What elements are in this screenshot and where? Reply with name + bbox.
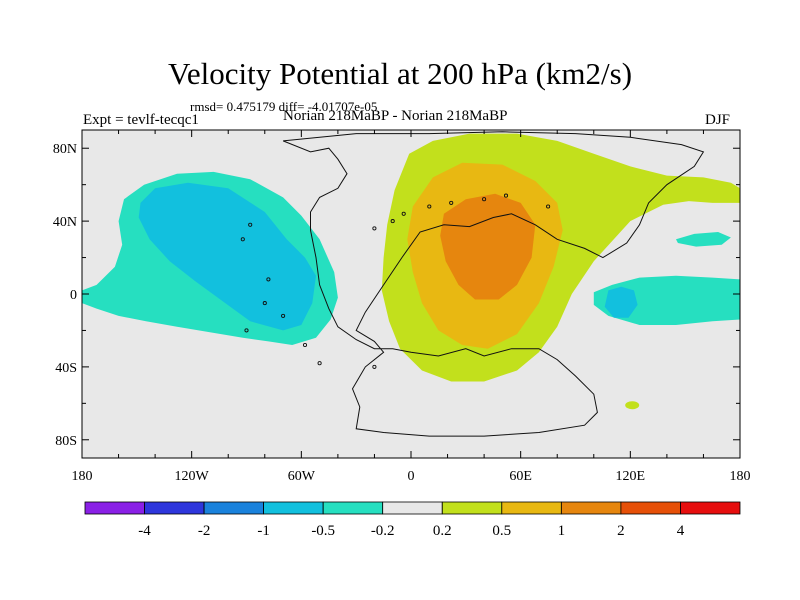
island-outline — [390, 219, 395, 224]
island-outline — [503, 193, 509, 198]
colorbar-swatch — [561, 501, 622, 515]
colorbar-level-label: -1 — [257, 523, 270, 539]
colorbar-swatch — [620, 501, 681, 515]
contour-region-negative-pacific-inner — [138, 182, 316, 331]
y-tick-label: 80S — [55, 434, 77, 449]
island-outline — [248, 222, 253, 227]
colorbar-swatch — [441, 501, 503, 515]
colorbar-swatch — [203, 501, 265, 515]
colorbar-swatch — [322, 501, 384, 515]
experiment-label: Expt = tevlf-tecqc1 — [83, 112, 199, 128]
colorbar-swatch — [263, 501, 324, 515]
island-outline — [401, 211, 406, 216]
x-tick-label: 60E — [509, 469, 532, 484]
colorbar-swatch — [382, 501, 443, 515]
island-outline — [302, 342, 308, 348]
y-tick-label: 80N — [53, 142, 77, 157]
y-axis: 80N 40N 0 40S 80S — [53, 142, 740, 449]
island-outline — [372, 364, 377, 369]
colorbar-level-label: -0.2 — [371, 523, 395, 539]
x-tick-label: 0 — [408, 469, 415, 484]
x-tick-label: 180 — [72, 469, 93, 484]
contour-region-south-islet — [625, 401, 640, 410]
x-tick-label: 120W — [175, 469, 210, 484]
island-outline — [546, 204, 551, 209]
colorbar-level-label: -2 — [198, 523, 211, 539]
colorbar-level-label: 4 — [677, 523, 685, 539]
chart-subtitle: rmsd= 0.475179 diff= -4.01707e-05 — [190, 99, 378, 114]
island-outline — [244, 328, 249, 333]
colorbar-level-label: -0.5 — [311, 523, 335, 539]
island-outline — [427, 204, 432, 209]
x-axis: 180 120W 60W 0 60E 120E 180 — [72, 130, 751, 484]
case-label: Norian 218MaBP - Norian 218MaBP — [283, 108, 508, 124]
contour-region-negative-east-north-blob — [676, 232, 731, 247]
island-outline — [262, 301, 267, 306]
continent-outlines — [240, 131, 705, 437]
colorbar: -4 -2 -1 -0.5 -0.2 0.2 0.5 1 2 4 — [84, 501, 741, 539]
season-label: DJF — [705, 112, 731, 128]
island-outline — [266, 277, 271, 282]
x-tick-label: 180 — [730, 469, 751, 484]
colorbar-level-label: 2 — [617, 523, 625, 539]
colorbar-swatch — [84, 501, 145, 515]
island-outline — [449, 200, 454, 205]
colorbar-level-label: 1 — [558, 523, 566, 539]
contour-fill-regions — [82, 133, 740, 410]
pangaea-coastline — [282, 131, 705, 437]
y-tick-label: 40S — [55, 361, 77, 376]
colorbar-swatch — [501, 501, 562, 515]
colorbar-swatch — [144, 501, 205, 515]
island-outline — [482, 197, 487, 202]
chart-title: Velocity Potential at 200 hPa (km2/s) — [167, 56, 633, 91]
colorbar-level-label: 0.5 — [492, 523, 511, 539]
contour-region-negative-east-equatorial-core — [604, 286, 638, 318]
colorbar-level-label: 0.2 — [433, 523, 452, 539]
contour-region-positive-pangaea-inner — [440, 193, 536, 300]
island-outline — [281, 313, 286, 318]
x-tick-label: 120E — [616, 469, 646, 484]
y-tick-label: 0 — [70, 288, 77, 303]
colorbar-swatch — [680, 501, 741, 515]
island-outline — [372, 226, 377, 231]
colorbar-level-label: -4 — [138, 523, 151, 539]
island-outline — [317, 361, 322, 366]
y-tick-label: 40N — [53, 215, 77, 230]
island-outline — [240, 237, 245, 242]
x-tick-label: 60W — [288, 469, 316, 484]
